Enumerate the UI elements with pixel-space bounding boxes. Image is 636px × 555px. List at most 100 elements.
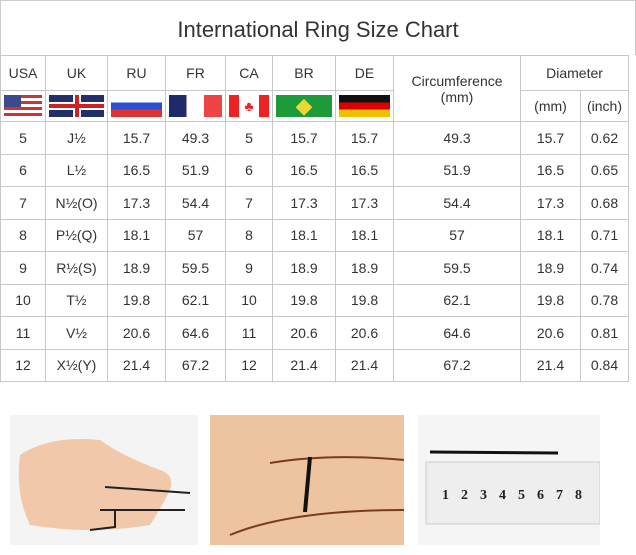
table-cell: 10	[225, 283, 273, 317]
ruler-label: 2	[461, 488, 468, 503]
table-cell: 62.1	[393, 283, 521, 317]
table-cell: 19.8	[107, 283, 166, 317]
ruler-label: 3	[480, 488, 487, 503]
table-cell: 19.8	[335, 283, 394, 317]
table-cell: 54.4	[393, 186, 521, 220]
header-diameter: Diameter	[519, 55, 630, 91]
table-cell: 16.5	[272, 153, 336, 187]
table-cell: 21.4	[272, 348, 336, 382]
table-cell: 64.6	[165, 316, 226, 350]
table-cell: 6	[0, 153, 46, 187]
table-cell: 21.4	[520, 348, 581, 382]
table-cell: 12	[225, 348, 273, 382]
us-flag-icon	[4, 95, 42, 117]
table-cell: 15.7	[272, 121, 336, 155]
ruler-label: 8	[575, 488, 582, 503]
hand-measure-photo	[10, 415, 198, 545]
ruler-label: 7	[556, 488, 563, 503]
table-row: 6 L½ 16.5 51.9 6 16.5 16.5 51.9 16.5 0.65	[0, 153, 630, 187]
table-cell: 19.8	[520, 283, 581, 317]
table-cell: 5	[0, 121, 46, 155]
germany-flag-icon	[339, 95, 390, 117]
table-cell: 0.65	[579, 153, 630, 187]
table-cell: V½	[45, 316, 108, 350]
table-cell: 0.68	[579, 186, 630, 220]
ruler-label: 5	[518, 488, 525, 503]
table-cell: J½	[45, 121, 108, 155]
table-row: 10 T½ 19.8 62.1 10 19.8 19.8 62.1 19.8 0.78	[0, 283, 630, 317]
table-cell: 20.6	[520, 316, 581, 350]
header-usa: USA	[0, 55, 46, 91]
header-ca: CA	[225, 55, 273, 91]
table-cell: 10	[0, 283, 46, 317]
ring-size-table: USA UK RU FR CA BR DE Circumference (mm) …	[0, 55, 630, 382]
table-row: 12 X½(Y) 21.4 67.2 12 21.4 21.4 67.2 21.4 0.84	[0, 348, 630, 382]
uk-flag-icon	[49, 95, 104, 117]
table-cell: 15.7	[335, 121, 394, 155]
table-cell: 49.3	[393, 121, 521, 155]
table-cell: 0.84	[579, 348, 630, 382]
table-cell: 20.6	[107, 316, 166, 350]
ruler-label: 6	[537, 488, 544, 503]
table-cell: 64.6	[393, 316, 521, 350]
table-cell: 7	[0, 186, 46, 220]
table-cell: R½(S)	[45, 251, 108, 285]
table-row: 9 R½(S) 18.9 59.5 9 18.9 18.9 59.5 18.9 0.74	[0, 251, 630, 285]
table-row: 7 N½(O) 17.3 54.4 7 17.3 17.3 54.4 17.3 0.68	[0, 186, 630, 220]
table-cell: 18.1	[272, 218, 336, 252]
table-cell: 8	[0, 218, 46, 252]
table-cell: 62.1	[165, 283, 226, 317]
table-cell: 8	[225, 218, 273, 252]
table-cell: N½(O)	[45, 186, 108, 220]
finger-closeup-photo	[210, 415, 404, 545]
table-cell: 5	[225, 121, 273, 155]
table-cell: 17.3	[520, 186, 581, 220]
table-row: 8 P½(Q) 18.1 57 8 18.1 18.1 57 18.1 0.71	[0, 218, 630, 252]
table-cell: T½	[45, 283, 108, 317]
table-cell: 54.4	[165, 186, 226, 220]
table-cell: 15.7	[520, 121, 581, 155]
table-cell: 51.9	[393, 153, 521, 187]
table-cell: 21.4	[335, 348, 394, 382]
table-cell: 6	[225, 153, 273, 187]
table-cell: 21.4	[107, 348, 166, 382]
header-fr: FR	[165, 55, 226, 91]
brazil-flag-icon: ◆	[276, 95, 332, 117]
table-cell: 17.3	[272, 186, 336, 220]
ruler-label: 4	[499, 488, 506, 503]
table-cell: 59.5	[393, 251, 521, 285]
table-cell: X½(Y)	[45, 348, 108, 382]
table-cell: 57	[393, 218, 521, 252]
table-cell: 20.6	[335, 316, 394, 350]
table-cell: L½	[45, 153, 108, 187]
table-cell: 17.3	[335, 186, 394, 220]
france-flag-icon	[169, 95, 222, 117]
header-de: DE	[335, 55, 394, 91]
table-cell: 15.7	[107, 121, 166, 155]
table-cell: 9	[225, 251, 273, 285]
table-cell: 16.5	[107, 153, 166, 187]
header-diameter-mm: (mm)	[520, 90, 581, 122]
table-cell: P½(Q)	[45, 218, 108, 252]
ruler-label: 1	[442, 488, 449, 503]
header-br: BR	[272, 55, 336, 91]
table-cell: 18.9	[335, 251, 394, 285]
header-circumference: Circumference (mm)	[393, 55, 521, 122]
table-cell: 67.2	[393, 348, 521, 382]
canada-flag-icon: ♣	[229, 95, 269, 117]
header-ru: RU	[107, 55, 166, 91]
table-cell: 11	[225, 316, 273, 350]
table-cell: 11	[0, 316, 46, 350]
table-cell: 0.74	[579, 251, 630, 285]
table-cell: 0.81	[579, 316, 630, 350]
table-cell: 20.6	[272, 316, 336, 350]
table-cell: 0.62	[579, 121, 630, 155]
circumference-label: Circumference	[411, 72, 503, 89]
header-uk: UK	[45, 55, 108, 91]
table-cell: 12	[0, 348, 46, 382]
table-cell: 7	[225, 186, 273, 220]
table-cell: 0.78	[579, 283, 630, 317]
chart-title: International Ring Size Chart	[0, 0, 636, 55]
table-row: 5 J½ 15.7 49.3 5 15.7 15.7 49.3 15.7 0.62	[0, 121, 630, 155]
